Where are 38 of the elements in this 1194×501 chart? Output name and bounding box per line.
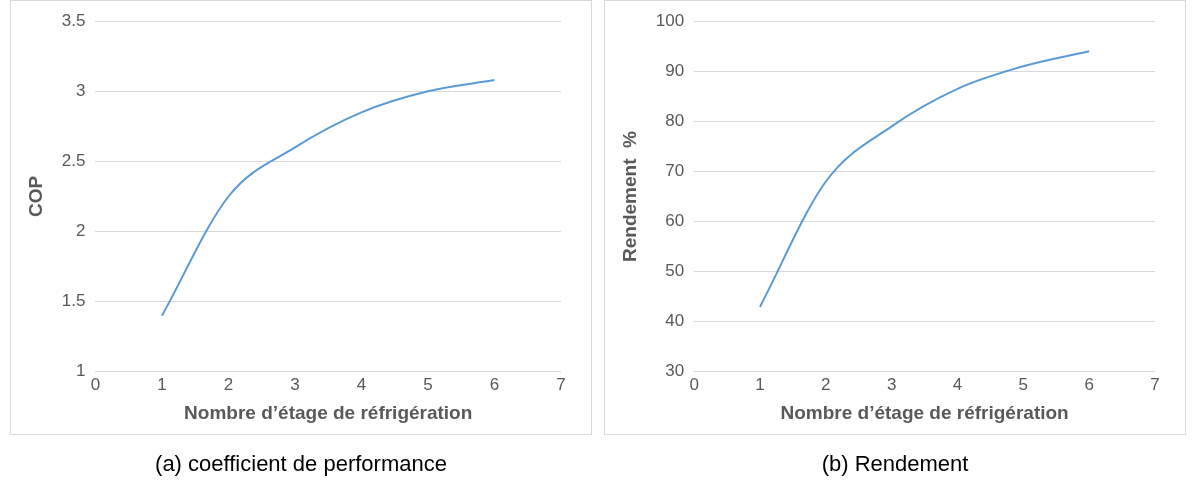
x-tick-label: 2 <box>223 374 234 394</box>
x-tick-label: 5 <box>1018 374 1029 394</box>
x-tick-label: 0 <box>689 374 699 394</box>
x-tick-label: 1 <box>755 374 765 394</box>
y-tick-label: 100 <box>655 10 685 30</box>
x-tick-label: 0 <box>90 374 101 394</box>
y-axis-title: Rendement % <box>618 130 640 262</box>
x-axis-title: Nombre d’étage de réfrigération <box>780 401 1069 423</box>
x-tick-label: 3 <box>290 374 300 394</box>
line-series <box>759 50 1091 308</box>
y-tick-label: 30 <box>665 361 685 381</box>
y-tick-label: 40 <box>665 311 685 331</box>
y-tick-label: 2.5 <box>61 151 86 171</box>
text: (a) coefficient de performance <box>155 451 447 477</box>
x-tick-label: 4 <box>356 374 367 394</box>
y-tick-label: 2 <box>75 221 86 241</box>
x-tick-label: 7 <box>1150 374 1160 394</box>
x-tick-label: 4 <box>952 374 963 394</box>
x-tick-label: 1 <box>157 374 167 394</box>
y-tick-label: 60 <box>665 211 685 231</box>
x-tick-label: 6 <box>489 374 500 394</box>
x-tick-label: 3 <box>886 374 897 394</box>
x-tick-label: 6 <box>1084 374 1094 394</box>
y-tick-label: 70 <box>665 161 685 181</box>
x-tick-label: 5 <box>423 374 433 394</box>
y-tick-label: 1.5 <box>61 291 86 311</box>
line-series <box>160 79 496 317</box>
y-axis-title: COP <box>24 175 46 218</box>
y-tick-label: 3.5 <box>61 10 86 30</box>
y-tick-label: 3 <box>75 81 86 101</box>
y-tick-label: 80 <box>665 111 685 131</box>
x-tick-label: 7 <box>556 374 566 394</box>
y-tick-label: 1 <box>75 361 86 381</box>
x-tick-label: 2 <box>821 374 831 394</box>
y-tick-label: 90 <box>665 60 685 80</box>
text: (b) Rendement <box>821 451 969 477</box>
x-axis-title: Nombre d’étage de réfrigération <box>184 401 473 423</box>
y-tick-label: 50 <box>665 261 685 281</box>
